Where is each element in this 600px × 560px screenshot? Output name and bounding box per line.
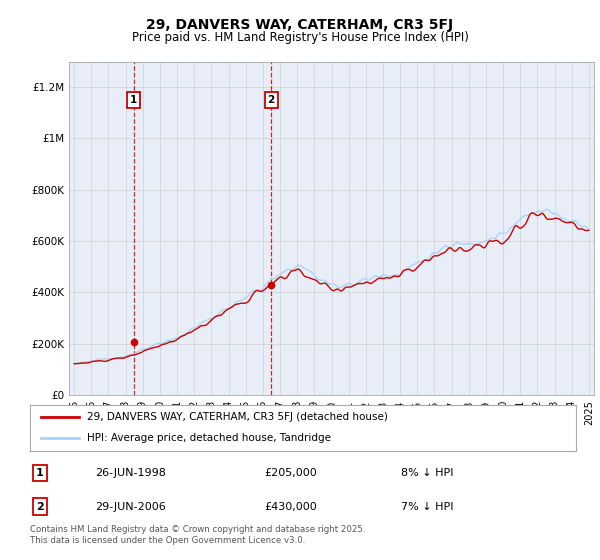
Text: 7% ↓ HPI: 7% ↓ HPI xyxy=(401,502,454,511)
Text: 29, DANVERS WAY, CATERHAM, CR3 5FJ (detached house): 29, DANVERS WAY, CATERHAM, CR3 5FJ (deta… xyxy=(88,412,388,422)
Text: £205,000: £205,000 xyxy=(265,468,317,478)
Text: Contains HM Land Registry data © Crown copyright and database right 2025.
This d: Contains HM Land Registry data © Crown c… xyxy=(30,525,365,545)
Text: 2: 2 xyxy=(36,502,44,511)
Text: 26-JUN-1998: 26-JUN-1998 xyxy=(95,468,166,478)
Text: 1: 1 xyxy=(130,95,137,105)
Text: 2: 2 xyxy=(268,95,275,105)
Text: 29-JUN-2006: 29-JUN-2006 xyxy=(95,502,166,511)
Text: 8% ↓ HPI: 8% ↓ HPI xyxy=(401,468,454,478)
Text: £430,000: £430,000 xyxy=(265,502,317,511)
Text: 29, DANVERS WAY, CATERHAM, CR3 5FJ: 29, DANVERS WAY, CATERHAM, CR3 5FJ xyxy=(146,18,454,32)
Text: HPI: Average price, detached house, Tandridge: HPI: Average price, detached house, Tand… xyxy=(88,433,331,444)
Text: 1: 1 xyxy=(36,468,44,478)
Text: Price paid vs. HM Land Registry's House Price Index (HPI): Price paid vs. HM Land Registry's House … xyxy=(131,31,469,44)
